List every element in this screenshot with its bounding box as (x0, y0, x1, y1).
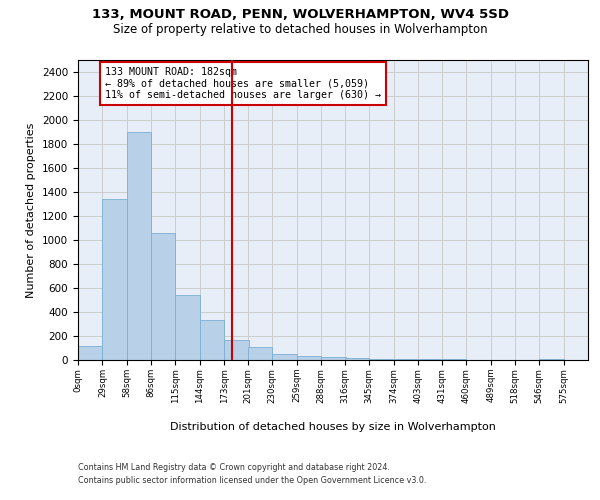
Text: 133, MOUNT ROAD, PENN, WOLVERHAMPTON, WV4 5SD: 133, MOUNT ROAD, PENN, WOLVERHAMPTON, WV… (91, 8, 509, 20)
Bar (394, 359, 418, 360)
Text: Contains public sector information licensed under the Open Government Licence v3: Contains public sector information licen… (78, 476, 427, 485)
Bar (151, 233, 175, 360)
Bar (345, 358, 370, 360)
Bar (321, 357, 346, 360)
Y-axis label: Number of detached properties: Number of detached properties (26, 122, 37, 298)
Text: 133 MOUNT ROAD: 182sqm
← 89% of detached houses are smaller (5,059)
11% of semi-: 133 MOUNT ROAD: 182sqm ← 89% of detached… (105, 67, 381, 100)
Text: Contains HM Land Registry data © Crown copyright and database right 2024.: Contains HM Land Registry data © Crown c… (78, 462, 390, 471)
Bar (175, 295, 200, 360)
Bar (248, 347, 272, 360)
Bar (296, 356, 321, 360)
Bar (370, 359, 394, 360)
Bar (272, 354, 296, 360)
Bar (224, 340, 248, 360)
Bar (127, 132, 151, 360)
Text: Size of property relative to detached houses in Wolverhampton: Size of property relative to detached ho… (113, 22, 487, 36)
Bar (78, 346, 103, 360)
Text: Distribution of detached houses by size in Wolverhampton: Distribution of detached houses by size … (170, 422, 496, 432)
Bar (200, 320, 224, 360)
Bar (103, 199, 127, 360)
Bar (539, 358, 563, 360)
